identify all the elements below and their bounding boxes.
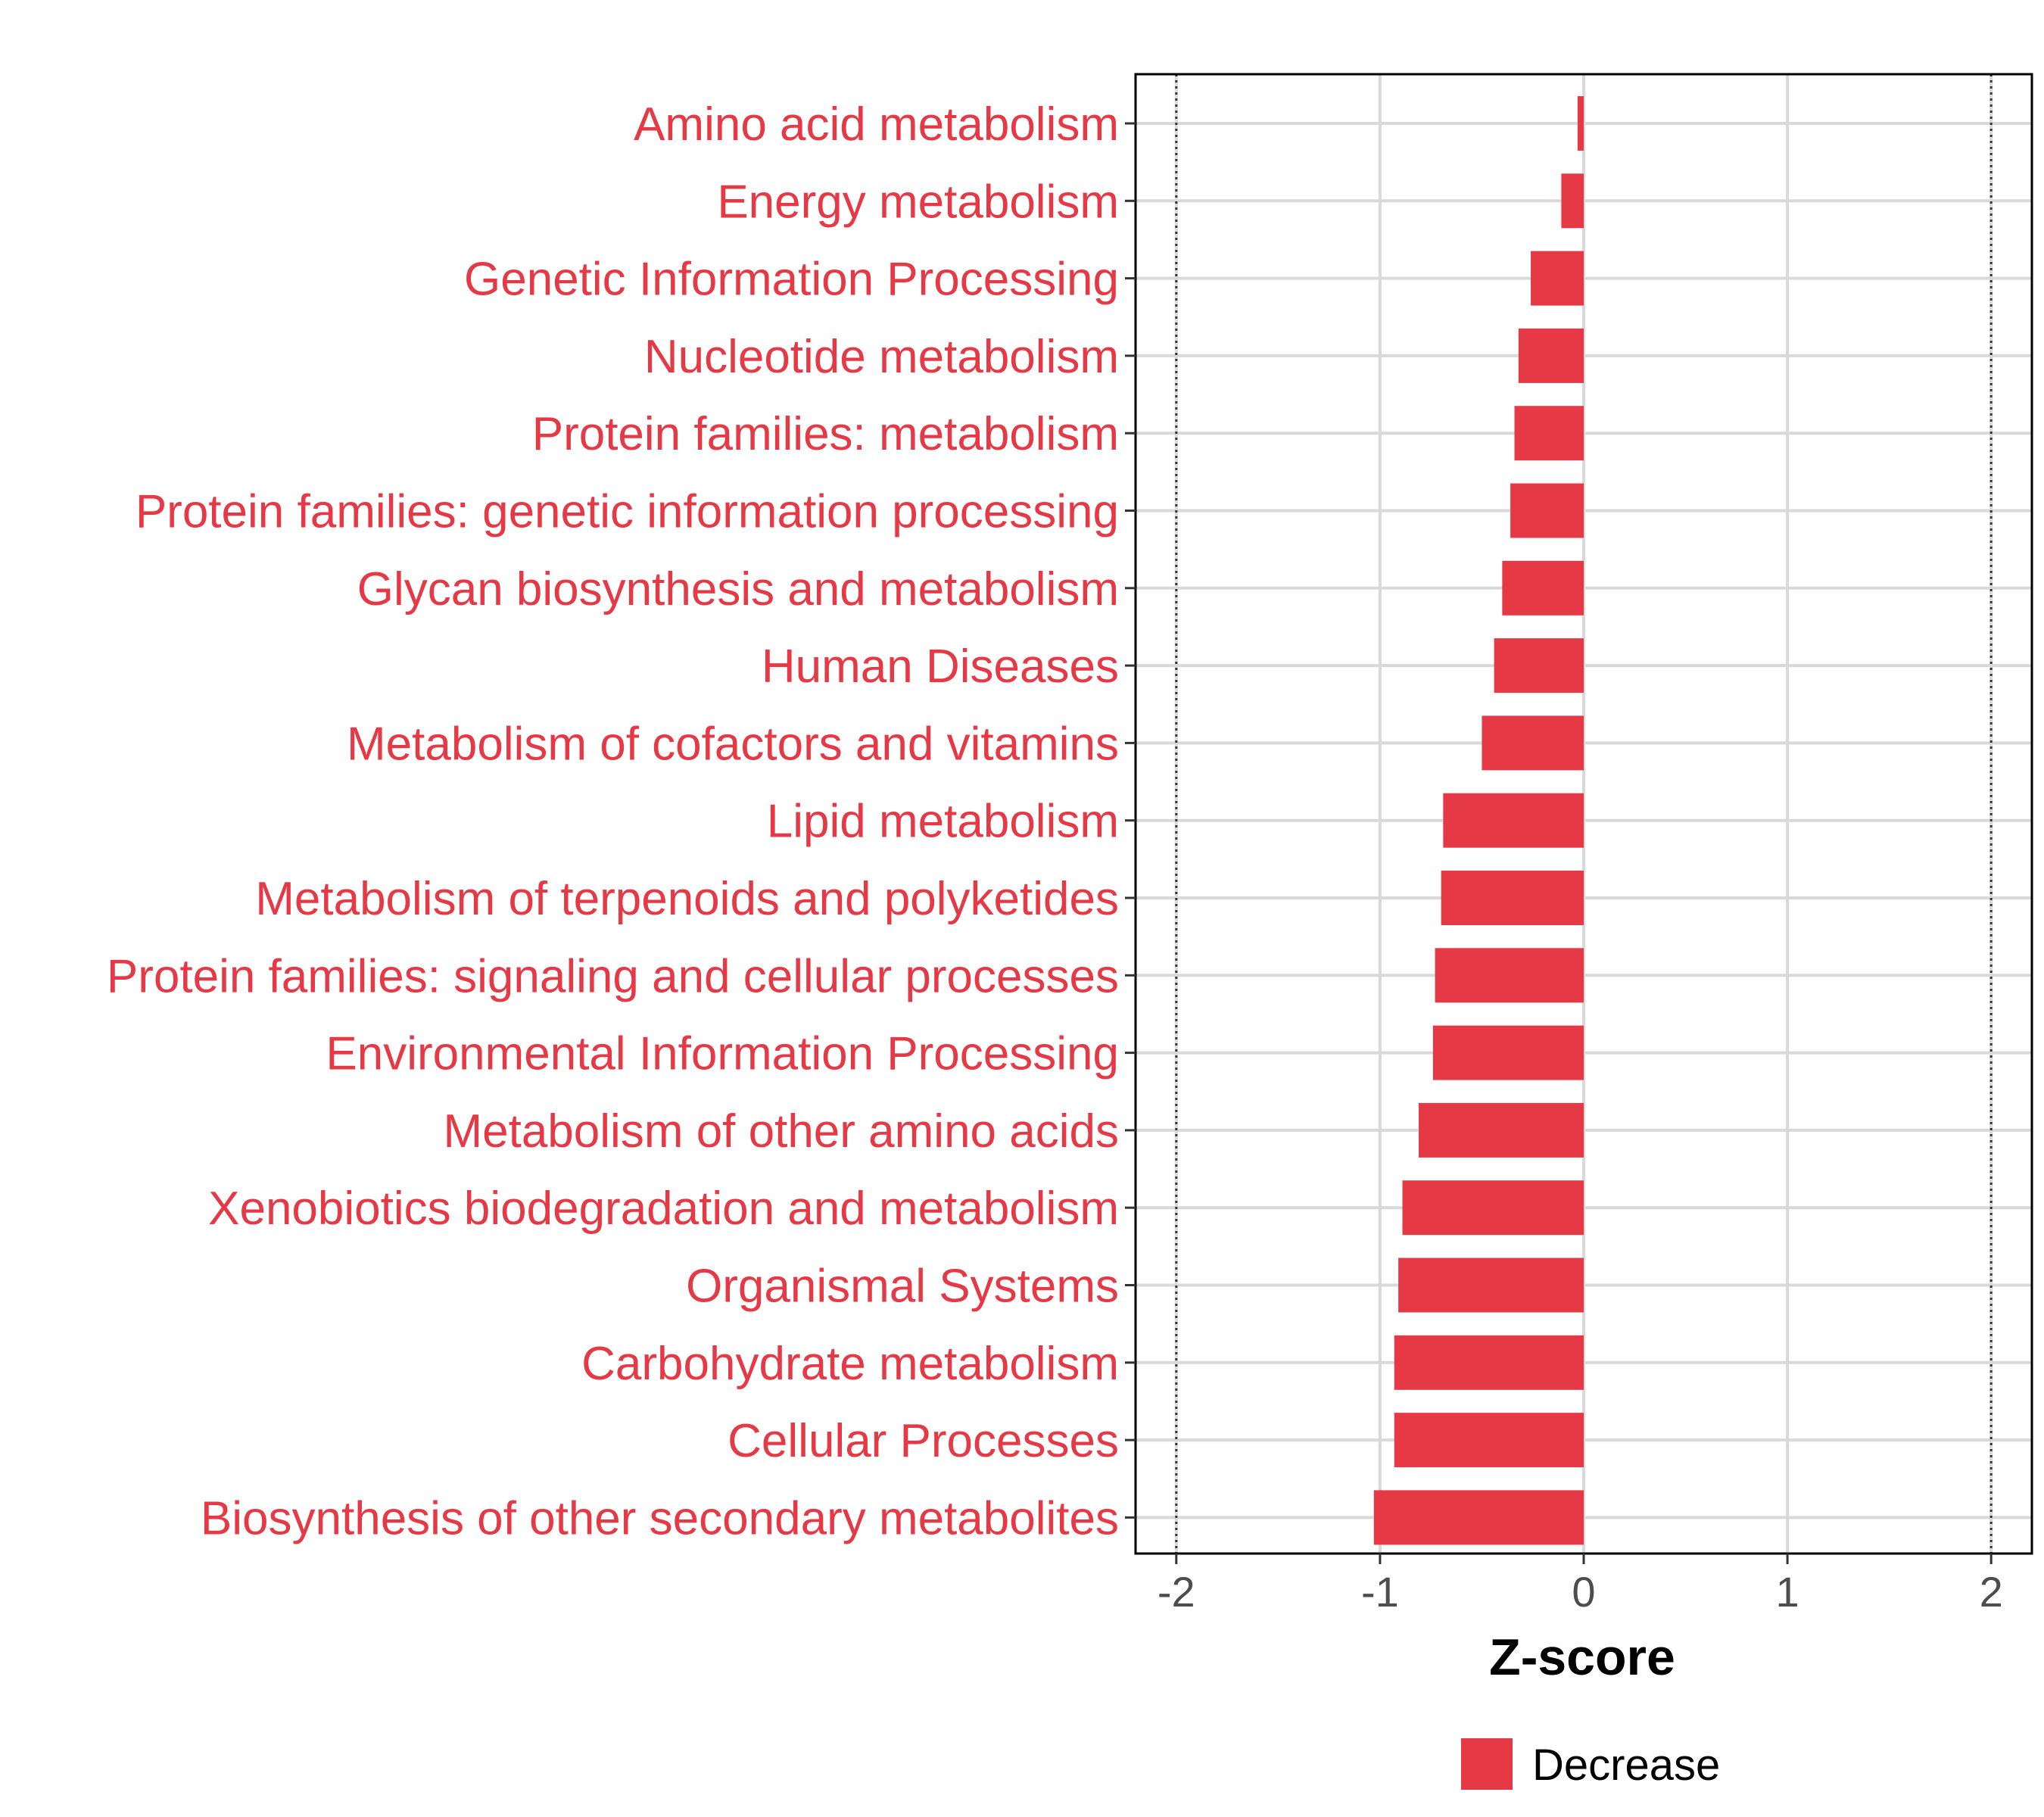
bar-14	[1402, 1180, 1584, 1236]
x-tick-label-4: 2	[1980, 1568, 2003, 1616]
category-label-7: Human Diseases	[762, 640, 1119, 693]
bar-16	[1394, 1335, 1584, 1390]
category-label-11: Protein families: signaling and cellular…	[107, 950, 1119, 1002]
bar-13	[1419, 1102, 1584, 1158]
category-label-9: Lipid metabolism	[767, 796, 1119, 848]
reference-lines	[1175, 74, 1993, 1554]
bar-12	[1432, 1025, 1584, 1080]
x-tick-label-1: -1	[1361, 1568, 1399, 1616]
category-label-8: Metabolism of cofactors and vitamins	[347, 718, 1119, 770]
category-label-3: Nucleotide metabolism	[644, 331, 1119, 383]
bar-1	[1561, 173, 1584, 229]
x-tick-label-3: 1	[1776, 1568, 1799, 1616]
category-label-2: Genetic Information Processing	[464, 254, 1119, 306]
category-label-12: Environmental Information Processing	[326, 1028, 1119, 1080]
category-label-18: Biosynthesis of other secondary metaboli…	[201, 1492, 1119, 1544]
bar-0	[1577, 96, 1584, 151]
legend: Decrease	[1461, 1738, 1720, 1790]
legend-swatch-decrease	[1461, 1738, 1513, 1790]
bar-18	[1373, 1490, 1584, 1545]
bar-9	[1443, 793, 1584, 848]
category-label-0: Amino acid metabolism	[634, 98, 1119, 151]
bar-10	[1441, 871, 1584, 925]
bar-15	[1398, 1258, 1584, 1313]
bar-7	[1494, 638, 1584, 693]
bar-11	[1435, 948, 1584, 1003]
category-label-13: Metabolism of other amino acids	[443, 1105, 1119, 1158]
category-label-14: Xenobiotics biodegradation and metabolis…	[208, 1183, 1119, 1235]
category-label-10: Metabolism of terpenoids and polyketides	[255, 873, 1119, 925]
category-label-16: Carbohydrate metabolism	[581, 1338, 1119, 1390]
x-axis-title: Z-score	[1489, 1628, 1675, 1686]
category-label-4: Protein families: metabolism	[532, 408, 1119, 460]
x-tick-label-0: -2	[1158, 1568, 1195, 1616]
bar-5	[1510, 483, 1584, 538]
category-label-15: Organismal Systems	[686, 1261, 1119, 1313]
bar-8	[1482, 715, 1584, 771]
legend-label-decrease: Decrease	[1532, 1741, 1720, 1790]
category-label-1: Energy metabolism	[717, 176, 1119, 228]
bar-3	[1518, 328, 1584, 383]
bar-6	[1502, 560, 1584, 616]
y-axis-ticks	[1125, 122, 1136, 1519]
x-tick-label-2: 0	[1572, 1568, 1595, 1616]
x-axis-ticks: -2 -1 0 1 2	[1158, 1554, 2003, 1616]
bar-17	[1394, 1413, 1584, 1468]
category-label-5: Protein families: genetic information pr…	[136, 486, 1119, 538]
category-label-6: Glycan biosynthesis and metabolism	[357, 563, 1119, 616]
bars-layer	[1373, 96, 1584, 1545]
bar-4	[1514, 406, 1584, 461]
category-label-17: Cellular Processes	[728, 1415, 1119, 1467]
y-axis-category-labels: Amino acid metabolism Energy metabolism Ge…	[107, 98, 1119, 1544]
bar-2	[1531, 251, 1584, 306]
